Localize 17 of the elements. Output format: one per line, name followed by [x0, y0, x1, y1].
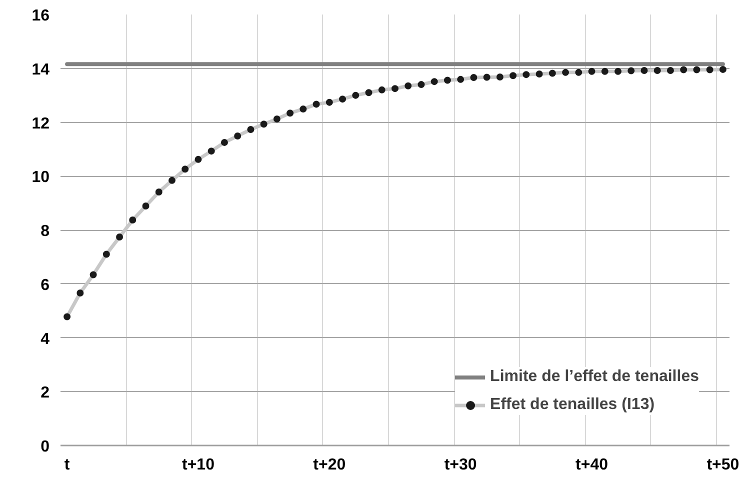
y-tick-label: 2	[40, 384, 50, 402]
x-tick-label: t+20	[313, 456, 346, 474]
y-tick-label: 16	[32, 8, 50, 24]
y-tick-label: 14	[32, 61, 50, 78]
y-tick-label: 4	[40, 330, 50, 348]
legend-label: Limite de l’effet de tenailles	[490, 368, 699, 386]
y-tick-label: 6	[40, 276, 50, 294]
y-tick-label: 0	[40, 438, 50, 456]
y-tick-label: 8	[40, 223, 50, 240]
x-tick-label: t+30	[444, 456, 477, 474]
x-tick-label: t	[64, 456, 70, 474]
x-tick-label: t+10	[182, 456, 215, 474]
legend-label: Effet de tenailles (I13)	[490, 396, 655, 414]
y-tick-label: 10	[32, 169, 50, 186]
x-tick-label: t+40	[576, 456, 608, 474]
y-tick-label: 12	[32, 115, 50, 132]
x-tick-label: t+50	[706, 456, 740, 474]
